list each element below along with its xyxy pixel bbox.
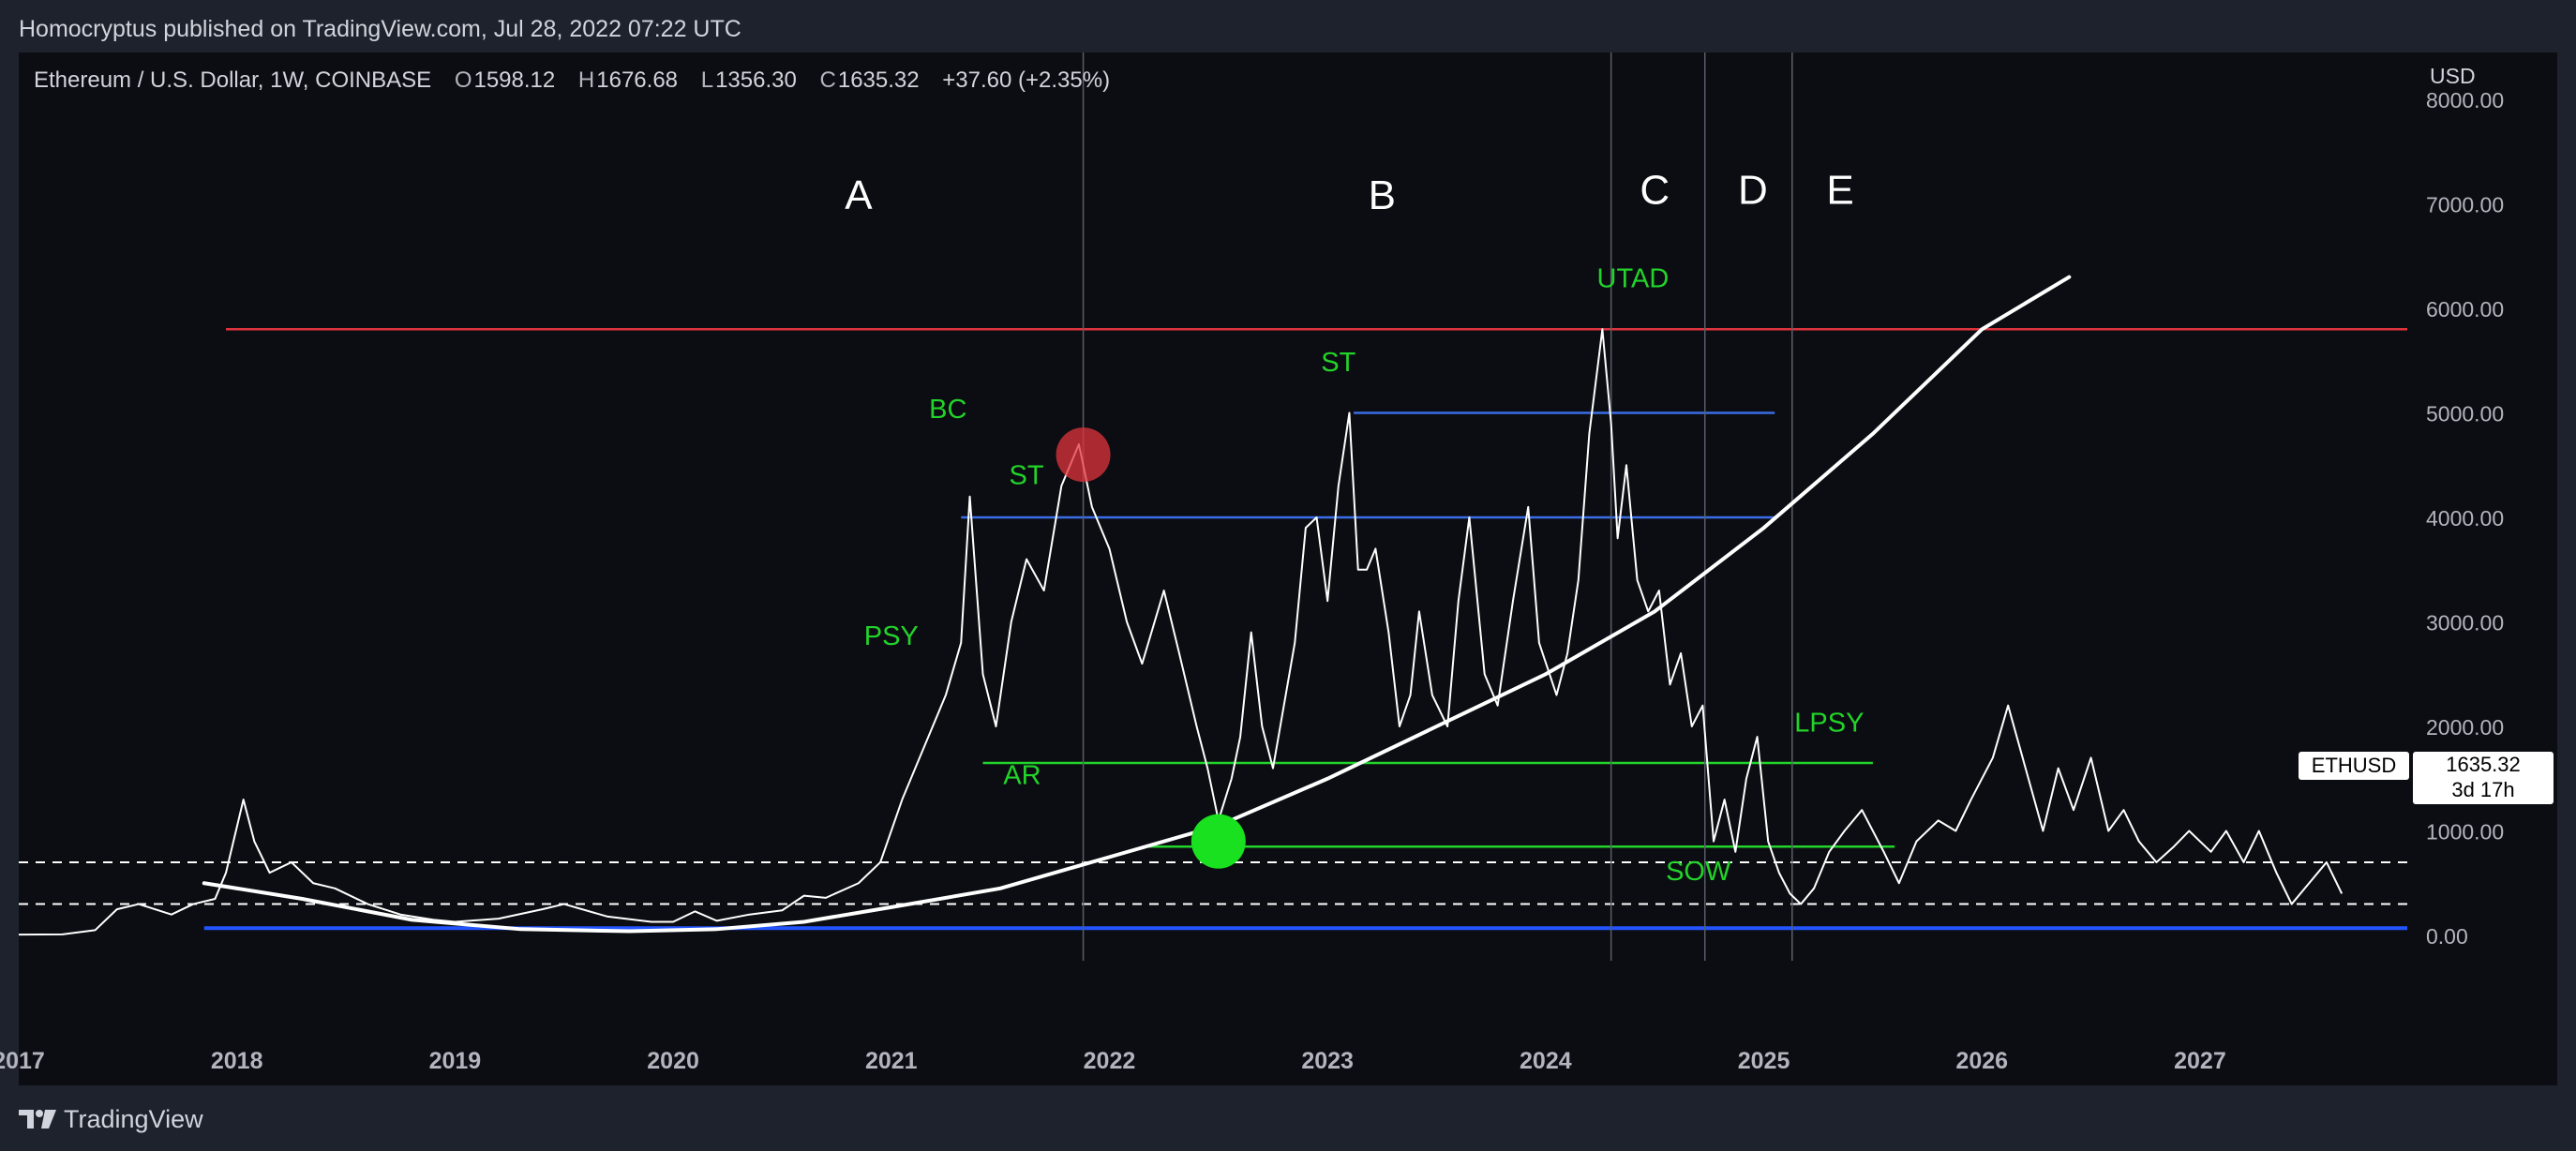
y-tick-label: 5000.00 [2426, 402, 2504, 426]
y-tick-label: 1000.00 [2426, 820, 2504, 845]
annotation-st-6: ST [1321, 348, 1355, 378]
y-tick-label: 2000.00 [2426, 715, 2504, 740]
x-tick-label: 2023 [1301, 1048, 1354, 1074]
low-key: L [700, 67, 714, 93]
y-axis: 8000.00 7000.00 6000.00 5000.00 4000.00 3000.… [2426, 88, 2504, 949]
x-tick-label: 2022 [1084, 1048, 1136, 1074]
open-value: 1598.12 [473, 67, 556, 93]
x-tick-label: 2027 [2174, 1048, 2226, 1074]
annotation-st-8: ST [1010, 460, 1044, 490]
price-series-1[interactable] [1230, 328, 2344, 905]
brand-name: TradingView [64, 1104, 203, 1133]
x-tick-label: 2024 [1520, 1048, 1572, 1074]
annotation-bc-7: BC [929, 395, 966, 425]
x-tick-label: 2017 [0, 1048, 45, 1074]
low-value: 1356.30 [715, 67, 797, 93]
annotation-e-4: E [1826, 168, 1853, 214]
footer[interactable]: TradingView [19, 1100, 203, 1138]
y-tick-label: 4000.00 [2426, 506, 2504, 531]
x-axis: 2017 2018 2019 2020 2021 2022 2023 2024 2025 2026… [0, 1048, 2226, 1074]
publish-header: Homocryptus published on TradingView.com… [19, 16, 741, 42]
annotation-b-1: B [1369, 172, 1396, 218]
ticker-badge: ETHUSD [2299, 752, 2409, 780]
last-price: 1635.32 [2446, 753, 2521, 776]
chart-pane[interactable] [19, 52, 2557, 1085]
parabolic-curve [202, 275, 2072, 934]
annotation-lpsy-11: LPSY [1794, 709, 1864, 739]
price-series [18, 328, 2344, 936]
annotation-d-3: D [1738, 168, 1768, 214]
y-tick-label: 7000.00 [2426, 193, 2504, 217]
x-tick-label: 2018 [211, 1048, 263, 1074]
close-key: C [819, 67, 836, 93]
tradingview-logo-icon [19, 1110, 56, 1129]
annotation-sow-12: SOW [1666, 857, 1731, 887]
x-tick-label: 2026 [1955, 1048, 2008, 1074]
y-tick-label: 8000.00 [2426, 88, 2504, 112]
high-key: H [577, 67, 595, 93]
vertical-dividers [1082, 52, 1793, 961]
annotation-c-2: C [1640, 168, 1670, 214]
open-key: O [454, 67, 472, 93]
price-badge: 1635.32 3d 17h [2413, 752, 2554, 804]
marker-green-1[interactable] [1191, 814, 1246, 869]
annotation-psy-9: PSY [864, 621, 919, 651]
close-value: 1635.32 [837, 67, 920, 93]
y-tick-label: 3000.00 [2426, 611, 2504, 635]
x-tick-label: 2025 [1738, 1048, 1790, 1074]
bar-countdown: 3d 17h [2451, 778, 2515, 801]
annotation-utad-5: UTAD [1597, 264, 1670, 294]
annotation-ar-10: AR [1003, 760, 1041, 790]
parabolic-curve-line[interactable] [202, 275, 2072, 934]
annotation-a-0: A [845, 172, 873, 218]
x-tick-label: 2019 [429, 1048, 482, 1074]
symbol-name: Ethereum / U.S. Dollar, 1W, COINBASE [34, 67, 432, 93]
horizontal-levels [19, 328, 2407, 931]
symbol-info: Ethereum / U.S. Dollar, 1W, COINBASE O15… [34, 67, 1112, 94]
currency-label: USD [2430, 64, 2476, 88]
x-tick-label: 2020 [647, 1048, 699, 1074]
price-series-0[interactable] [18, 442, 1233, 936]
marker-red-0[interactable] [1056, 427, 1111, 483]
x-tick-label: 2021 [865, 1048, 918, 1074]
high-value: 1676.68 [596, 67, 679, 93]
markers [1056, 427, 1246, 869]
change-value: +37.60 (+2.35%) [942, 67, 1111, 93]
y-tick-label: 0.00 [2426, 924, 2468, 949]
y-tick-label: 6000.00 [2426, 297, 2504, 321]
